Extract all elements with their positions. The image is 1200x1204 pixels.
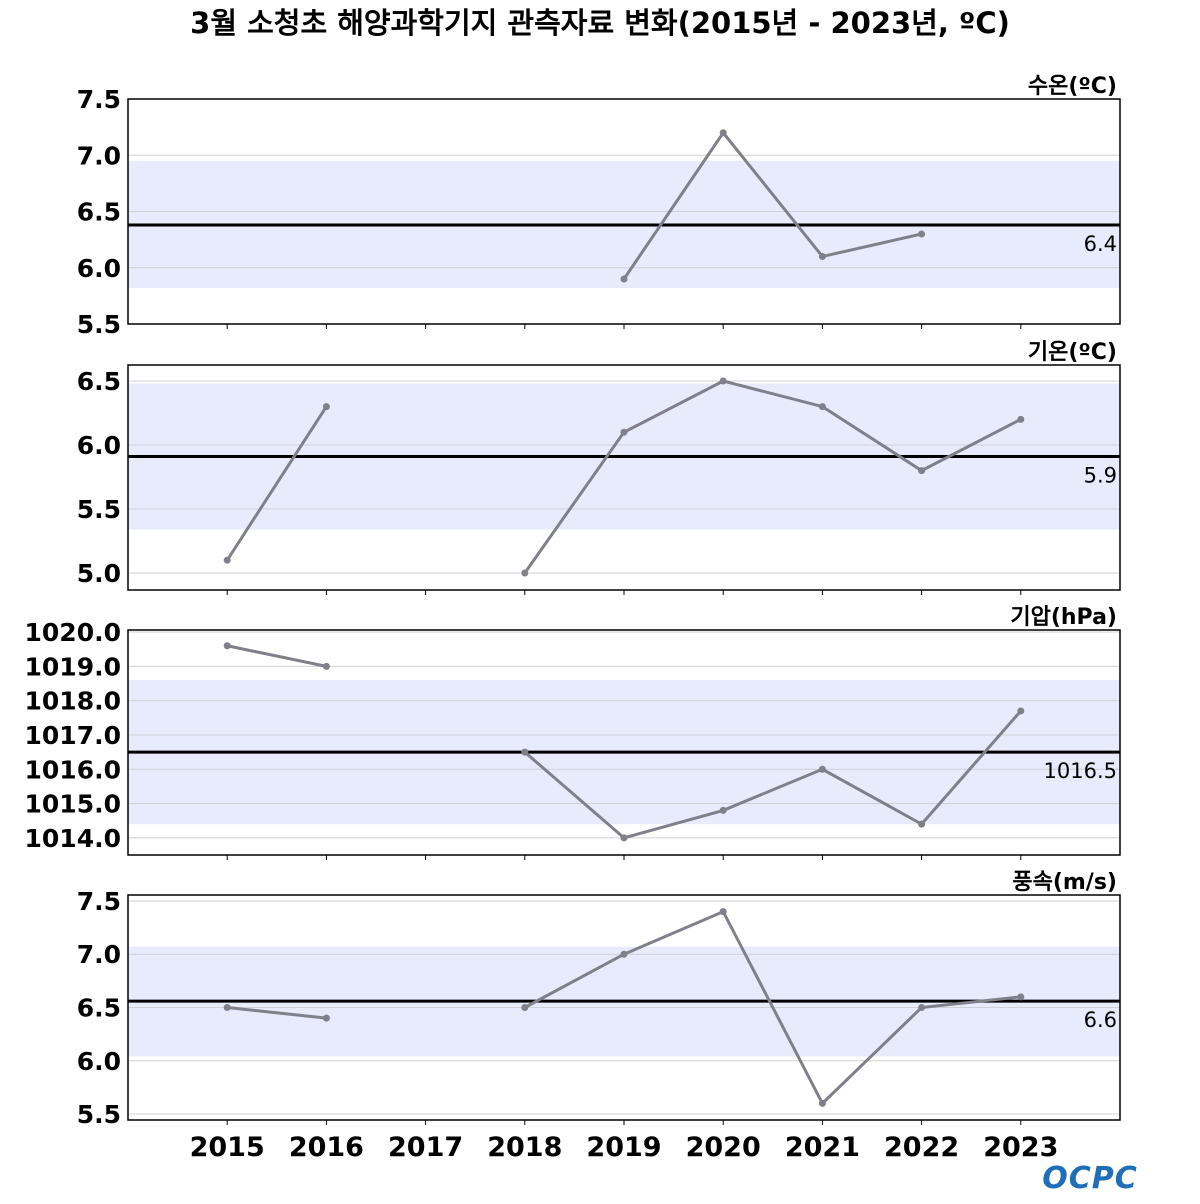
mean-label: 1016.5 [1044, 759, 1117, 783]
series-line [523, 379, 1022, 574]
y-tick-label: 7.5 [77, 85, 121, 114]
y-tick-label: 7.5 [77, 887, 121, 916]
data-point [719, 806, 727, 814]
mean-label: 6.4 [1084, 232, 1117, 256]
panel-3: 7.5 7.0 6.5 6.0 5.5 6.6 풍속(m/s) [77, 870, 1121, 1129]
panel-label: 기압(hPa) [1010, 605, 1117, 630]
y-tick-label: 6.5 [77, 198, 121, 227]
data-point [620, 950, 628, 958]
data-point [322, 403, 330, 411]
data-point [818, 1099, 826, 1107]
y-tick-label: 6.5 [77, 367, 121, 396]
data-point [1017, 993, 1025, 1001]
panel-label: 풍속(m/s) [1012, 870, 1117, 895]
data-point [620, 428, 628, 436]
data-point [521, 569, 529, 577]
data-point [223, 1004, 231, 1011]
y-tick-label: 5.5 [77, 310, 121, 339]
series-line [523, 709, 1022, 840]
y-tick-label: 7.0 [77, 141, 121, 170]
data-point [322, 1014, 330, 1022]
data-point [1017, 415, 1025, 423]
y-tick-label: 1016.0 [25, 755, 121, 784]
y-tick-label: 6.0 [77, 1047, 121, 1076]
x-tick-label: 2019 [586, 1132, 661, 1163]
panel-label: 수온(ºC) [1028, 74, 1117, 99]
y-tick-label: 1020.0 [25, 618, 121, 647]
data-point [620, 275, 628, 283]
data-point [818, 403, 826, 411]
y-tick-label: 1015.0 [25, 790, 121, 819]
data-point [818, 765, 826, 773]
series-line [225, 405, 328, 561]
y-tick-label: 1018.0 [25, 687, 121, 716]
y-tick-label: 7.0 [77, 940, 121, 969]
data-point [719, 129, 727, 137]
panel-frame [127, 629, 1121, 856]
y-tick-label: 5.5 [77, 495, 121, 524]
x-tick-label: 2015 [190, 1132, 265, 1163]
data-point [322, 662, 330, 670]
data-point [620, 834, 628, 842]
panel-0: 7.5 7.0 6.5 6.0 5.5 6.4 수온(ºC) [77, 74, 1121, 339]
y-tick-label: 5.5 [77, 1100, 121, 1129]
y-tick-label: 1014.0 [25, 824, 121, 853]
data-point [918, 467, 926, 475]
panel-frame [127, 894, 1121, 1121]
data-point [918, 820, 926, 828]
x-tick-label: 2021 [785, 1132, 860, 1163]
series-line [524, 909, 1021, 1106]
y-tick-label: 6.0 [77, 431, 121, 460]
x-tick-label: 2023 [983, 1132, 1058, 1163]
data-point [719, 377, 727, 385]
data-point [521, 1004, 529, 1011]
x-tick-label: 2020 [686, 1132, 761, 1163]
x-tick-label: 2022 [884, 1132, 959, 1163]
ocpc-logo: OCPC [1042, 1161, 1138, 1196]
mean-label: 6.6 [1084, 1008, 1117, 1032]
panel-frame [127, 364, 1121, 591]
x-tick-label: 2018 [487, 1132, 562, 1163]
y-tick-label: 1019.0 [25, 652, 121, 681]
panel-2: 1020.0 1019.0 1018.0 1017.0 1016.0 1015.0 1014… [25, 605, 1121, 860]
logo-text: OCPC [1042, 1161, 1138, 1196]
y-tick-label: 5.0 [77, 559, 121, 588]
data-point [223, 556, 231, 564]
x-tick-label: 2016 [289, 1132, 364, 1163]
data-point [719, 908, 727, 916]
y-tick-label: 1017.0 [25, 721, 121, 750]
series-line [227, 1006, 327, 1020]
chart-title: 3월 소청초 해양과학기지 관측자료 변화(2015년 - 2023년, ºC) [190, 6, 1010, 40]
data-point [818, 253, 826, 260]
data-point [918, 1004, 926, 1011]
y-tick-label: 6.0 [77, 254, 121, 283]
panel-label: 기온(ºC) [1028, 340, 1117, 365]
y-tick-label: 6.5 [77, 994, 121, 1023]
mean-label: 5.9 [1084, 464, 1117, 488]
data-point [918, 230, 926, 238]
series-line [226, 644, 327, 668]
series-line [622, 130, 922, 280]
panel-frame [127, 98, 1121, 325]
panel-1: 6.5 6.0 5.5 5.0 5.9 기온(ºC) [77, 340, 1121, 595]
data-point [521, 748, 529, 756]
data-point [1017, 707, 1025, 715]
data-point [223, 642, 231, 650]
x-tick-label: 2017 [388, 1132, 463, 1163]
